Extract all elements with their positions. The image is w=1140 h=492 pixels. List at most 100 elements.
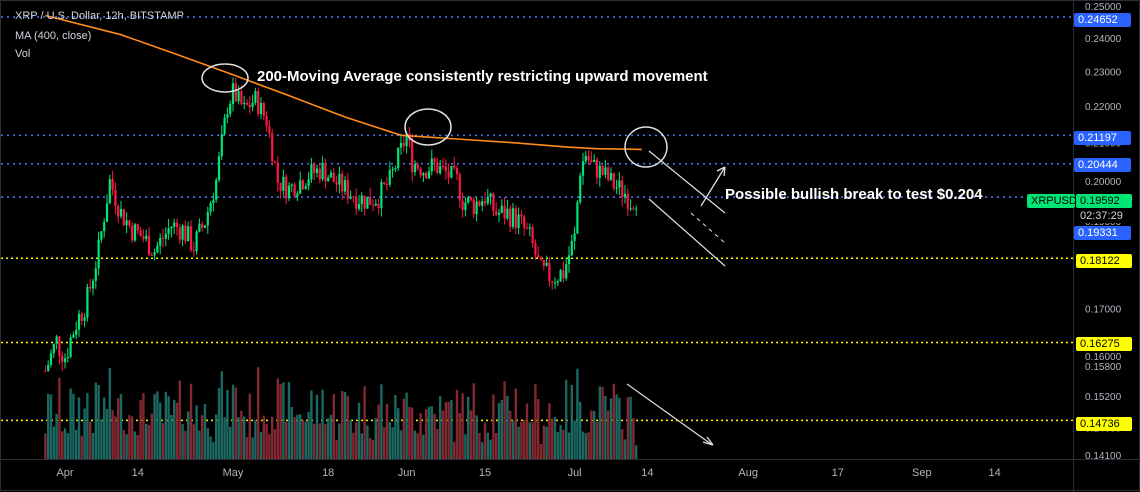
volume-bar-24: [111, 410, 114, 459]
volume-bar-66: [229, 426, 232, 459]
volume-bar-67: [231, 384, 235, 459]
candle-body-161: [495, 210, 498, 215]
breakout-arrow-line: [700, 166, 726, 207]
time-tick-2: May: [223, 467, 244, 479]
candle-body-42: [161, 237, 165, 239]
price-tick-2: 0.23000: [1085, 67, 1122, 78]
candle-body-209: [629, 208, 632, 210]
volume-bar-37: [147, 424, 151, 459]
candle-body-154: [475, 201, 478, 215]
volume-bar-198: [598, 386, 601, 459]
candle-body-183: [556, 281, 559, 283]
volume-bar-139: [433, 413, 436, 459]
candle-body-62: [217, 156, 221, 181]
candle-body-185: [562, 270, 565, 279]
breakout-annotation-text: Possible bullish break to test $0.204: [725, 186, 983, 203]
candle-body-162: [497, 212, 501, 215]
time-tick-1: 14: [132, 467, 144, 479]
volume-bar-53: [192, 424, 195, 459]
candle-body-90: [296, 193, 299, 197]
candle-body-2: [49, 353, 53, 365]
volume-bar-20: [100, 419, 103, 459]
candle-body-186: [565, 264, 568, 279]
volume-bar-34: [139, 399, 142, 459]
candle-body-132: [413, 164, 417, 173]
candle-body-0: [44, 370, 47, 372]
candle-body-205: [618, 180, 621, 188]
volume-bar-130: [408, 406, 411, 459]
candle-body-46: [173, 222, 176, 227]
volume-bar-58: [206, 428, 209, 459]
volume-bar-89: [293, 417, 296, 459]
breakout-arrow-head: [716, 166, 726, 177]
candle-body-45: [170, 226, 173, 229]
candle-body-76: [257, 90, 260, 115]
volume-bar-30: [128, 415, 131, 459]
candle-body-49: [181, 225, 184, 240]
candle-body-36: [145, 235, 148, 240]
time-tick-0: Apr: [56, 467, 73, 479]
candle-body-14: [83, 317, 86, 321]
candle-body-107: [343, 180, 347, 192]
candle-body-57: [203, 225, 207, 228]
volume-bar-43: [164, 391, 167, 459]
candle-body-167: [511, 208, 515, 227]
candle-body-26: [117, 205, 120, 217]
candle-body-86: [285, 176, 288, 199]
candle-body-13: [80, 313, 83, 321]
volume-bar-142: [441, 410, 445, 459]
candle-body-189: [573, 233, 576, 241]
candle-body-98: [318, 168, 321, 180]
volume-bar-150: [464, 434, 467, 459]
candle-body-22: [105, 203, 109, 223]
time-axis[interactable]: Apr 14 May 18 Jun 15 Jul 14 Aug 17 Sep 14: [1, 459, 1140, 480]
candle-body-135: [422, 172, 425, 176]
candle-body-125: [394, 168, 397, 170]
volume-bar-127: [399, 430, 403, 459]
volume-bar-70: [240, 410, 243, 459]
volume-bar-92: [301, 420, 305, 459]
candle-body-143: [444, 166, 447, 172]
volume-bar-5: [58, 377, 61, 459]
candle-body-118: [374, 203, 377, 206]
candle-body-60: [212, 199, 215, 204]
volume-bar-134: [419, 413, 422, 459]
candle-body-202: [609, 173, 613, 180]
candle-body-210: [632, 208, 635, 210]
candle-body-9: [69, 337, 72, 358]
price-tick-9: 0.16000: [1085, 352, 1122, 363]
price-tag-18122: 0.18122: [1076, 254, 1132, 268]
volume-bar-183: [556, 432, 559, 459]
volume-bar-199: [601, 386, 604, 459]
volume-bar-175: [534, 383, 537, 459]
volume-bar-192: [581, 431, 585, 459]
volume-bar-75: [254, 420, 257, 459]
volume-bar-151: [467, 396, 470, 459]
candle-body-114: [363, 195, 366, 209]
volume-bar-113: [360, 433, 363, 459]
volume-bar-76: [257, 367, 260, 459]
volume-bar-61: [215, 414, 218, 459]
candle-body-119: [377, 203, 380, 209]
candle-body-194: [587, 155, 590, 161]
volume-bar-40: [156, 391, 159, 459]
candle-body-207: [623, 193, 627, 198]
volume-bar-125: [394, 395, 397, 459]
volume-bar-13: [80, 435, 83, 459]
volume-bar-109: [349, 420, 352, 459]
volume-bar-133: [416, 433, 419, 459]
volume-bar-196: [593, 411, 596, 459]
candle-body-111: [355, 197, 358, 209]
candle-body-18: [94, 268, 97, 281]
candle-body-191: [579, 175, 582, 203]
volume-bar-124: [391, 427, 394, 459]
candle-body-170: [520, 214, 523, 217]
candle-body-108: [346, 180, 349, 199]
channel-lower-line: [648, 198, 726, 267]
volume-bar-147: [455, 389, 459, 459]
volume-bar-166: [509, 410, 512, 459]
volume-bar-83: [276, 378, 279, 459]
candle-body-64: [223, 117, 226, 135]
time-tick-3: 18: [322, 467, 334, 479]
